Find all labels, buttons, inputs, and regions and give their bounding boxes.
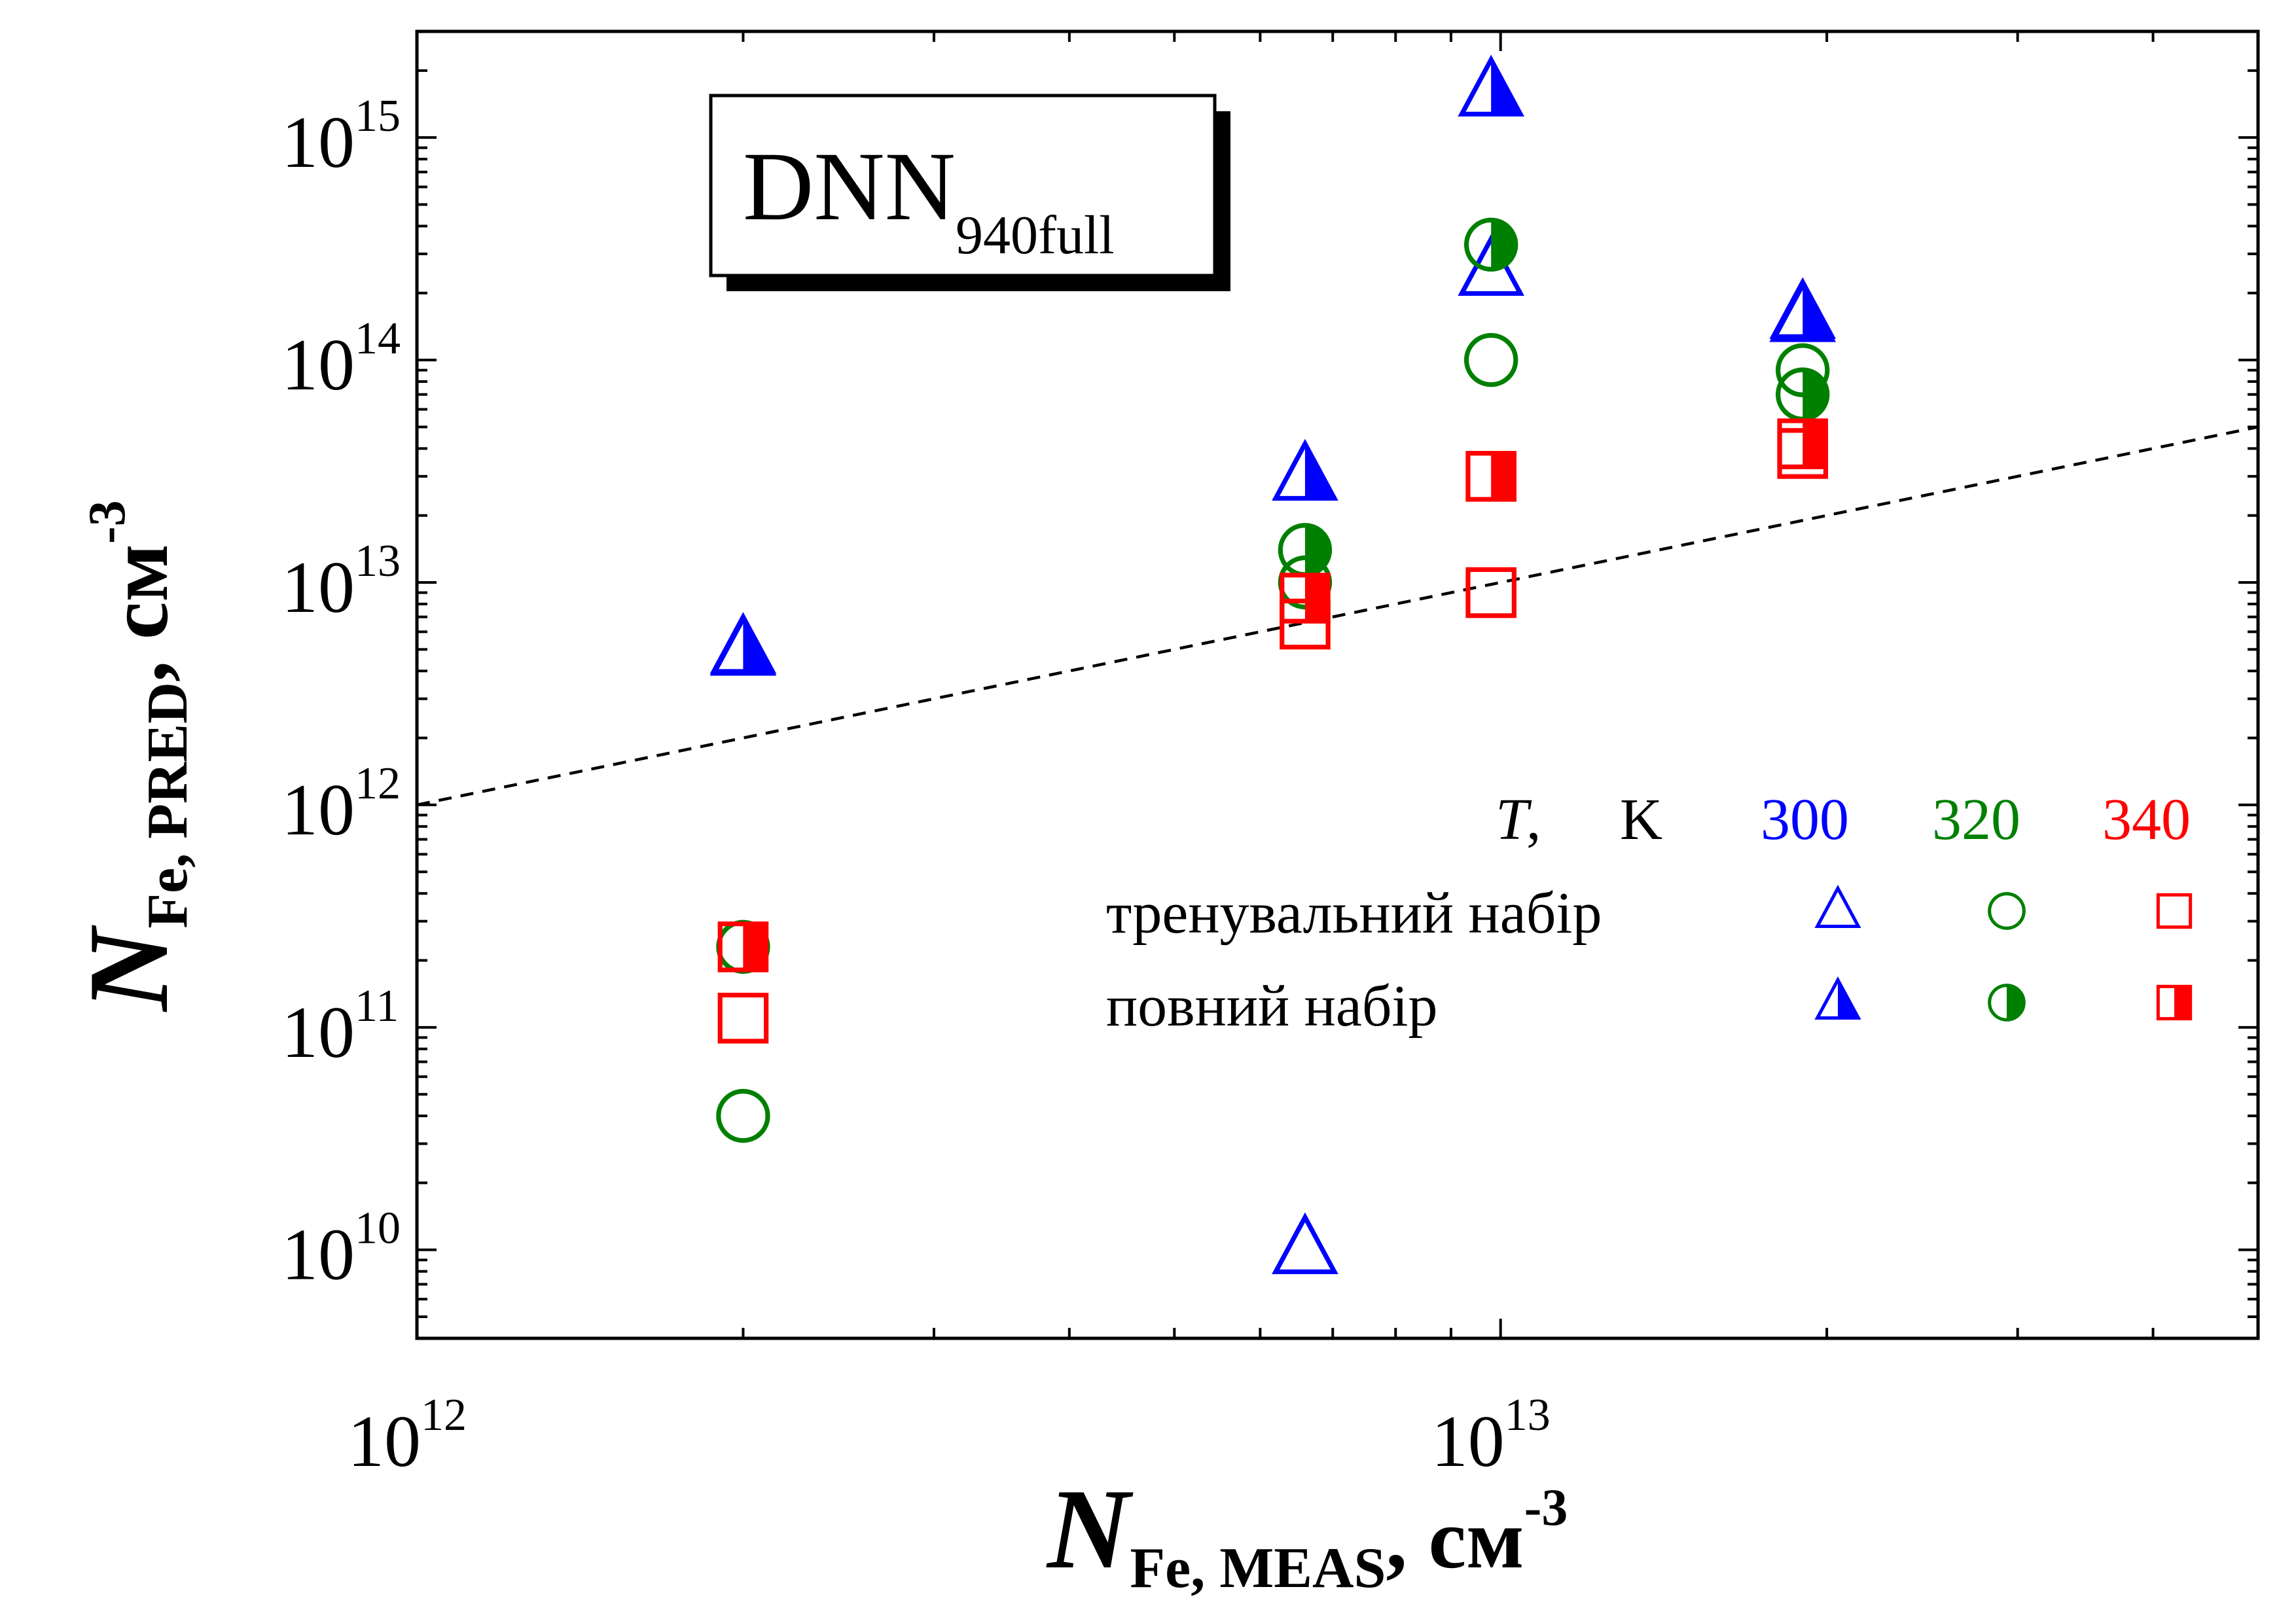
y-tick-label: 1010 [281, 1204, 401, 1296]
data-points [709, 54, 1837, 1274]
legend-separator: , [1526, 787, 1541, 852]
data-point [1777, 418, 1829, 469]
x-tick-label: 1012 [348, 1390, 467, 1482]
legend-markers [1814, 884, 2193, 1022]
data-point [717, 921, 769, 972]
x-tick-label: 1013 [1431, 1390, 1551, 1482]
legend-temp-320: 320 [1932, 787, 2020, 852]
data-point [1280, 573, 1331, 624]
legend-temp-300: 300 [1761, 787, 1849, 852]
legend-marker [1988, 892, 2026, 930]
legend-row-full: повний набір [1106, 974, 1438, 1039]
data-point [1278, 523, 1333, 577]
data-point [716, 1088, 770, 1143]
data-point [1465, 451, 1516, 502]
legend-temp-340: 340 [2102, 787, 2191, 852]
legend-unit: K [1620, 787, 1662, 852]
legend-marker [1988, 984, 2026, 1022]
annotation-text: DNN940full [743, 132, 1115, 266]
annotation-box: DNN940full [709, 94, 1230, 291]
data-point [1272, 1212, 1338, 1274]
y-tick-label: 1014 [281, 313, 401, 406]
legend-marker [1814, 884, 1861, 929]
data-point [1463, 217, 1518, 272]
reference-line-layer [416, 425, 2259, 807]
reference-line [416, 425, 2259, 807]
x-axis-title: NFe, MEAS, см-3 [1046, 1465, 1568, 1600]
y-axis-title: NFe, PRED, см-3 [65, 500, 200, 1012]
legend-marker [2156, 893, 2193, 929]
y-tick-label: 1013 [281, 536, 401, 628]
legend: T , K 300 320 340 тренувальний набір пов… [1106, 787, 2193, 1039]
data-point [717, 992, 769, 1044]
data-point [709, 614, 777, 676]
legend-variable: T [1496, 787, 1532, 852]
legend-marker [2156, 984, 2193, 1021]
data-point [1769, 280, 1837, 342]
data-point [1465, 567, 1516, 618]
data-point [1272, 438, 1338, 501]
data-point [1458, 54, 1525, 116]
axis-ticks: 1012 1013 1010 1011 1012 1013 1014 1015 [281, 30, 2259, 1482]
plot-area [415, 29, 2260, 1340]
legend-row-training: тренувальний набір [1106, 881, 1602, 946]
data-point [1463, 332, 1518, 387]
y-tick-label: 1015 [281, 91, 401, 183]
plot-frame [415, 29, 2260, 1340]
y-tick-label: 1011 [281, 981, 399, 1073]
y-tick-label: 1012 [281, 758, 401, 851]
legend-marker [1814, 976, 1861, 1020]
